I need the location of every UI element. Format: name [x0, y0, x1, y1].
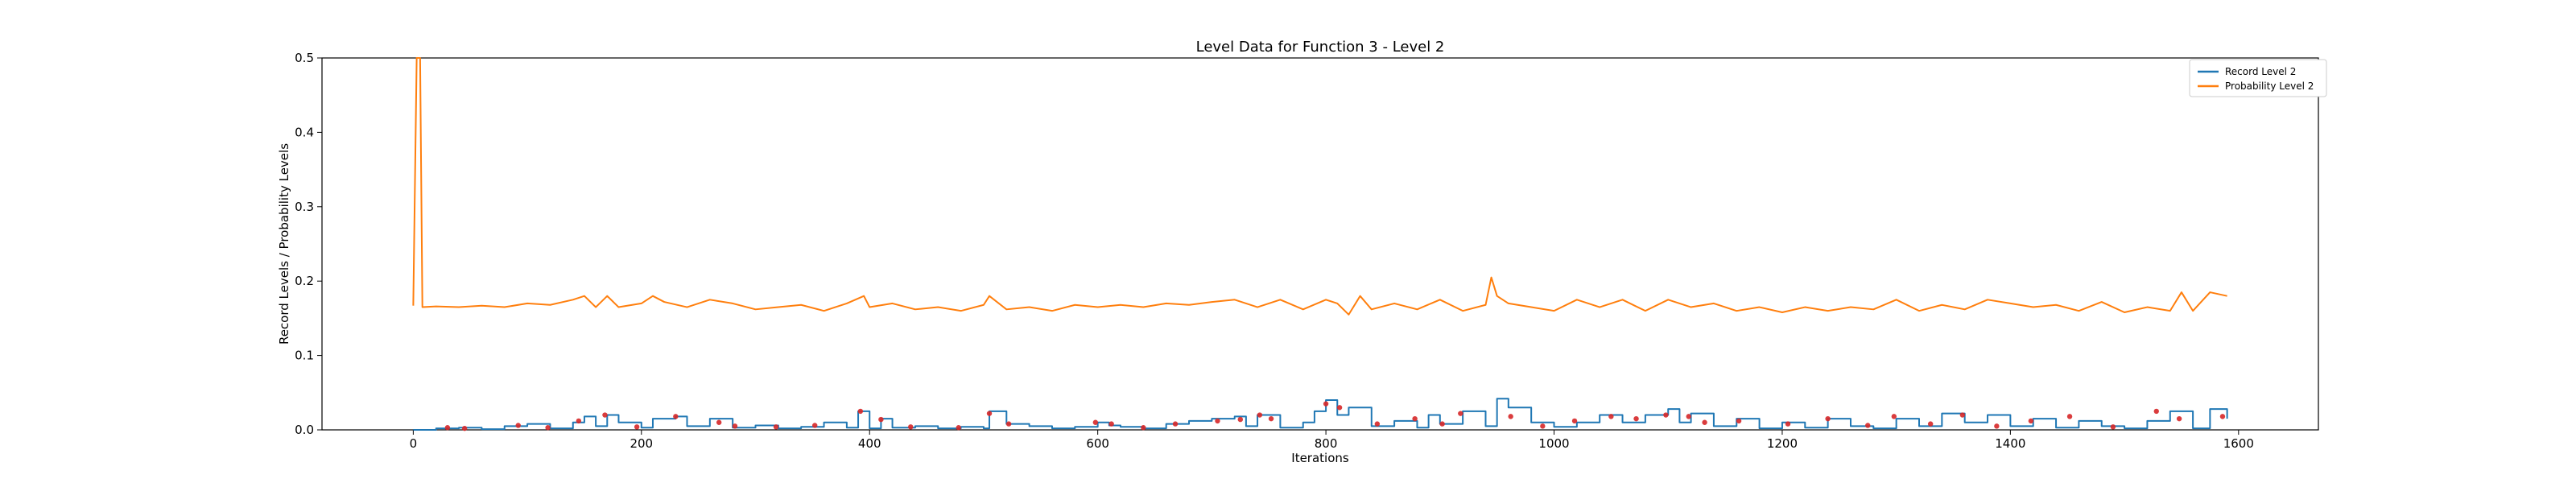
y-tick-label: 0.4 [295, 125, 314, 139]
record-marker [773, 424, 779, 430]
series-layer [412, 57, 2228, 431]
record-marker [2219, 414, 2226, 419]
record-marker [716, 419, 722, 425]
x-tick-label: 200 [630, 436, 653, 451]
record-marker [1092, 419, 1099, 425]
record-marker [515, 423, 521, 428]
record-marker [1215, 418, 1220, 424]
record-marker [1571, 418, 1578, 424]
x-tick-label: 0 [410, 436, 418, 451]
record-marker [2110, 424, 2116, 430]
record-marker [1927, 421, 1934, 427]
x-axis-label: Iterations [1291, 451, 1349, 465]
record-marker [1891, 414, 1897, 419]
marker-layer [444, 401, 2226, 431]
record-marker [1508, 414, 1513, 419]
x-tick-label: 1600 [2223, 436, 2254, 451]
record-marker [2176, 415, 2182, 422]
record-marker [1323, 401, 1329, 407]
record-marker [1736, 418, 1742, 424]
record-marker [1108, 421, 1114, 427]
y-tick-label: 0.0 [295, 423, 314, 437]
y-tick-label: 0.5 [295, 51, 314, 65]
x-tick-label: 800 [1315, 436, 1338, 451]
chart-title: Level Data for Function 3 - Level 2 [1196, 39, 1445, 56]
record-marker [1141, 425, 1146, 431]
record-marker [602, 412, 608, 418]
record-marker [812, 423, 818, 428]
record-marker [857, 408, 864, 415]
record-marker [673, 414, 679, 419]
y-tick-label: 0.1 [295, 349, 314, 363]
y-tick-label: 0.3 [295, 200, 314, 214]
record-marker [1865, 423, 1871, 428]
y-axis: 0.0 0.1 0.2 0.3 0.4 0.5 [295, 51, 322, 437]
series-line-probability [412, 57, 2227, 316]
record-marker [732, 423, 738, 429]
record-marker [1374, 421, 1381, 427]
record-marker [1608, 414, 1614, 419]
record-marker [1268, 415, 1274, 422]
y-tick-label: 0.2 [295, 274, 314, 288]
record-marker [1257, 412, 1263, 418]
legend-label-record: Record Level 2 [2225, 66, 2296, 77]
record-marker [1439, 421, 1445, 427]
record-marker [2028, 418, 2034, 424]
record-marker [545, 425, 551, 431]
record-marker [1172, 421, 1179, 427]
record-marker [1336, 405, 1343, 411]
x-tick-label: 600 [1086, 436, 1109, 451]
record-marker [2153, 408, 2159, 415]
record-marker [956, 425, 961, 431]
record-marker [908, 424, 914, 430]
record-marker [878, 416, 884, 423]
legend-label-probability: Probability Level 2 [2225, 80, 2314, 92]
record-marker [1663, 412, 1669, 418]
record-marker [986, 411, 993, 416]
y-axis-label: Record Levels / Probability Levels [277, 143, 291, 345]
x-tick-label: 1200 [1767, 436, 1798, 451]
record-marker [1959, 412, 1966, 418]
record-marker [1540, 423, 1546, 429]
record-marker [576, 418, 582, 424]
legend-box [2189, 59, 2327, 97]
record-marker [461, 425, 468, 431]
x-axis: 0 200 400 600 800 1000 1200 1400 1600 [410, 430, 2254, 451]
plot-area [321, 57, 2319, 431]
record-marker [1785, 421, 1791, 427]
record-marker [1686, 414, 1691, 419]
series-line-record [413, 398, 2228, 431]
record-marker [1412, 415, 1418, 422]
record-marker [2066, 414, 2073, 419]
x-tick-label: 400 [858, 436, 881, 451]
x-tick-label: 1400 [1995, 436, 2025, 451]
record-marker [1994, 423, 2000, 429]
record-marker [1633, 415, 1639, 422]
x-tick-label: 1000 [1538, 436, 1569, 451]
record-marker [444, 425, 451, 431]
record-marker [1702, 419, 1707, 425]
record-marker [634, 424, 640, 430]
legend: Record Level 2 Probability Level 2 [2189, 59, 2327, 97]
record-marker [1825, 415, 1831, 422]
record-marker [1005, 421, 1012, 427]
record-marker [1458, 411, 1463, 416]
record-marker [1237, 416, 1244, 423]
